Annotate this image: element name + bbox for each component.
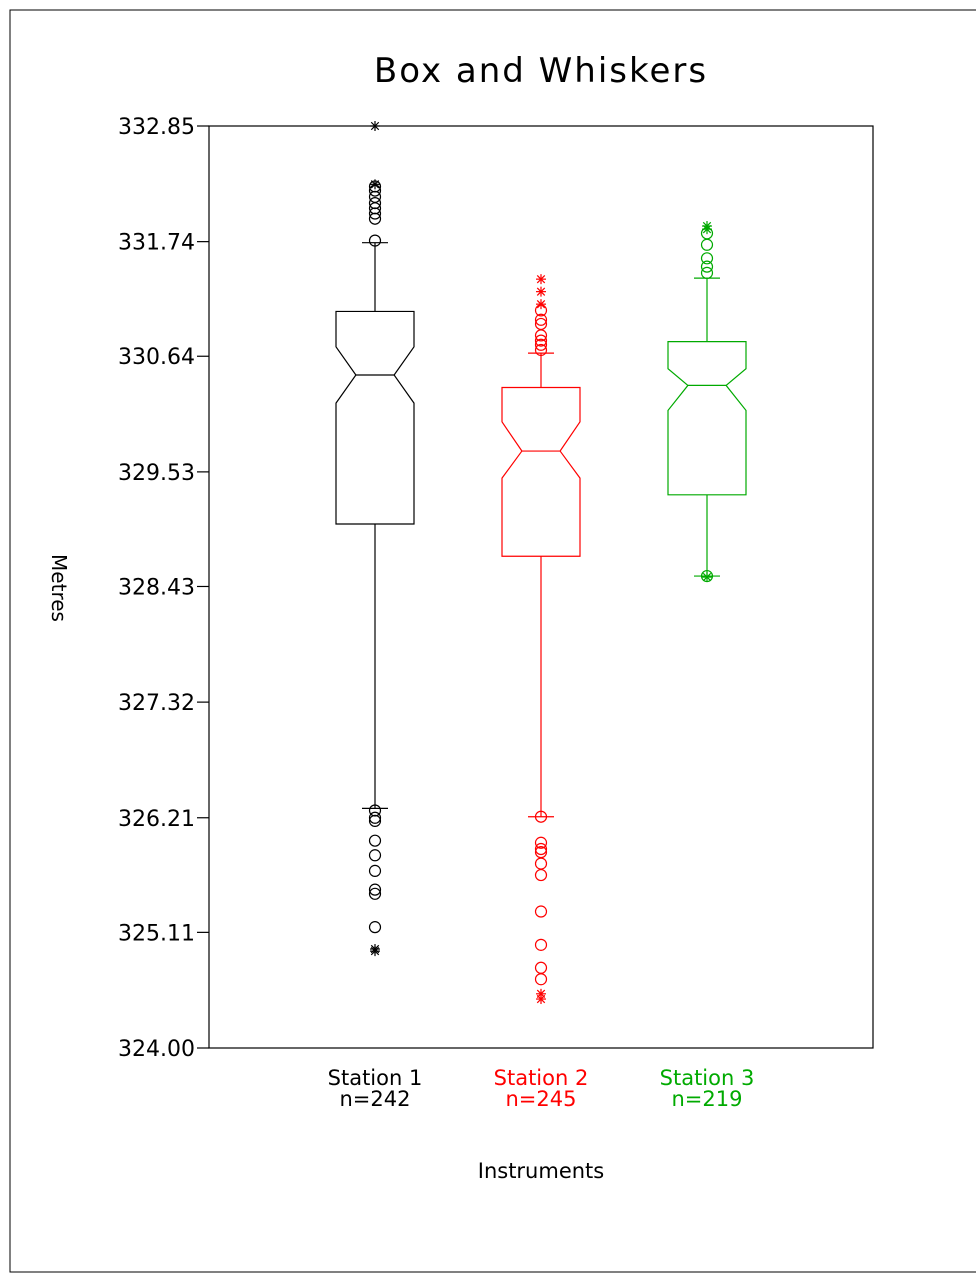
outlier-circle	[368, 887, 382, 900]
outlier-circle	[534, 905, 548, 918]
outlier-circle	[534, 938, 548, 951]
y-tick-label: 330.64	[118, 345, 195, 370]
box-plot-1	[335, 121, 415, 957]
page-border	[9, 9, 976, 1273]
box-plot-2	[501, 274, 581, 1005]
outlier-circle	[368, 811, 382, 824]
outlier-circle	[368, 234, 382, 247]
outlier-circle	[368, 190, 382, 203]
outlier-star	[702, 224, 712, 235]
outlier-circle	[534, 973, 548, 986]
outlier-circle	[700, 260, 714, 273]
outlier-star	[536, 299, 546, 310]
outlier-circle	[368, 849, 382, 862]
outlier-star	[370, 946, 380, 957]
outlier-star	[536, 286, 546, 297]
outlier-circle	[534, 857, 548, 870]
outlier-circle	[368, 883, 382, 896]
outlier-circle	[700, 252, 714, 265]
category-label: Station 2	[494, 1066, 589, 1090]
sample-size-label: n=219	[672, 1087, 743, 1111]
y-tick-label: 325.11	[118, 921, 195, 946]
x-axis-categories: Station 1n=242 Station 2n=245 Station 3n=2…	[328, 1066, 755, 1111]
box-plots	[335, 121, 747, 1005]
y-axis-label: Metres	[47, 554, 71, 622]
outlier-circle	[534, 842, 548, 856]
notched-box	[667, 341, 747, 496]
y-tick-label: 329.53	[118, 461, 195, 486]
y-tick-label: 324.00	[118, 1037, 195, 1062]
outlier-star	[536, 274, 546, 285]
outlier-star	[370, 179, 380, 190]
outlier-star	[702, 572, 712, 583]
x-axis-label: Instruments	[478, 1159, 604, 1183]
y-tick-label: 328.43	[118, 575, 195, 600]
y-tick-label: 331.74	[118, 231, 195, 256]
outlier-circle	[368, 864, 382, 877]
outlier-circle	[534, 836, 548, 849]
outlier-circle	[534, 868, 548, 882]
outlier-circle	[368, 921, 382, 934]
outlier-circle	[534, 338, 548, 351]
y-axis: 332.85 331.74 330.64 329.53 328.43 327.32 326.…	[118, 115, 209, 1062]
outlier-circle	[534, 343, 548, 357]
category-label: Station 1	[328, 1066, 423, 1090]
outlier-star	[370, 121, 380, 131]
outlier-circle	[700, 266, 714, 279]
category-label: Station 3	[660, 1066, 755, 1090]
sample-size-label: n=242	[340, 1087, 411, 1111]
y-tick-label: 332.85	[118, 115, 195, 140]
outlier-circle	[534, 313, 548, 326]
outlier-circle	[534, 961, 548, 974]
outlier-circle	[534, 334, 548, 347]
chart-title: Box and Whiskers	[374, 51, 708, 91]
box-plot-3	[667, 221, 747, 583]
notched-box	[335, 310, 415, 525]
outlier-circle	[700, 238, 714, 251]
outlier-circle	[368, 814, 382, 827]
outlier-star	[536, 994, 546, 1005]
outlier-circle	[534, 317, 548, 331]
outlier-circle	[534, 810, 548, 823]
y-tick-label: 326.21	[118, 807, 195, 832]
sample-size-label: n=245	[506, 1087, 577, 1111]
outlier-circle	[368, 834, 382, 847]
y-tick-label: 327.32	[118, 691, 195, 716]
outlier-circle	[368, 196, 382, 210]
notched-box	[501, 386, 581, 557]
